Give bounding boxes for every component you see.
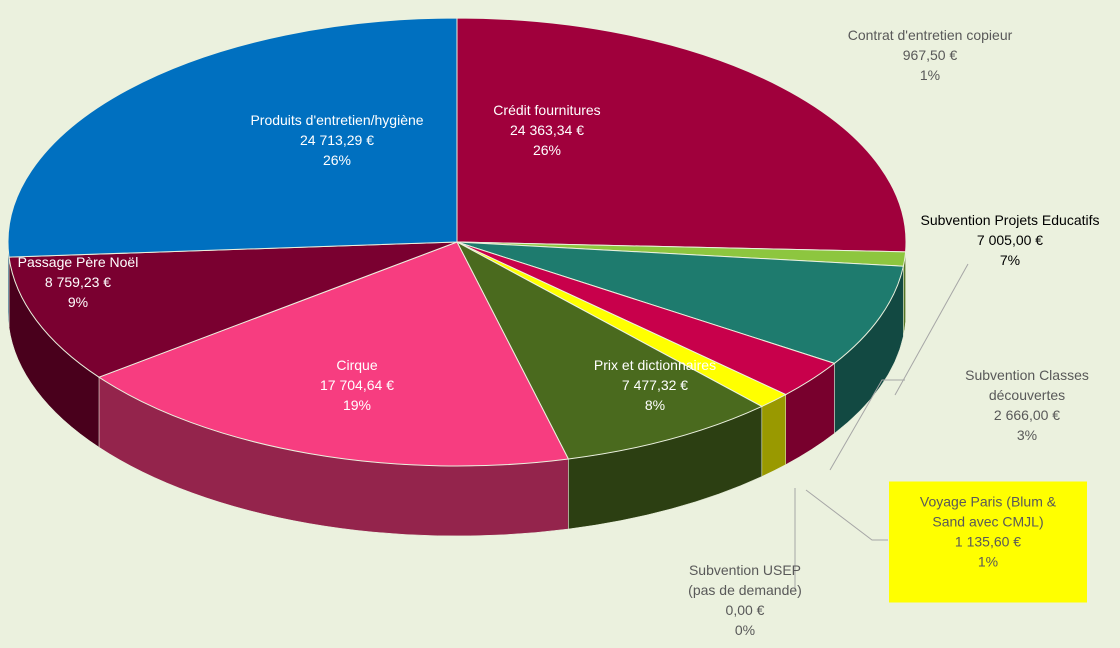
label-name: Subvention USEP (pas de demande)	[688, 562, 802, 598]
label-value: 7 005,00 €	[976, 232, 1044, 248]
label-percent: 1%	[977, 553, 999, 570]
slice-label: Produits d'entretien/hygiène 24 713,29 € 2…	[217, 110, 457, 170]
slice-label: Subvention Classes découvertes 2 666,00 €…	[952, 365, 1102, 445]
leader-line	[894, 263, 969, 396]
label-percent: 3%	[1016, 427, 1038, 443]
slice-side	[761, 394, 787, 477]
slice-label: Contrat d'entretien copieur 967,50 € 1%	[845, 25, 1015, 85]
slice-label: Passage Père Noël 8 759,23 € 9%	[0, 252, 163, 312]
slice-label: Subvention Projets Educatifs 7 005,00 € 7%	[890, 210, 1120, 270]
label-name: Cirque	[336, 357, 378, 373]
label-value: 1 135,60 €	[954, 533, 1022, 550]
label-percent: 0%	[734, 622, 756, 638]
label-percent: 26%	[322, 152, 352, 168]
label-percent: 19%	[342, 397, 372, 413]
slice	[456, 241, 904, 364]
label-name: Crédit fournitures	[493, 102, 601, 118]
slice-label: Crédit fournitures 24 363,34 € 26%	[447, 100, 647, 160]
label-percent: 7%	[999, 252, 1021, 268]
label-value: 7 477,32 €	[621, 377, 689, 393]
label-value: 8 759,23 €	[44, 274, 112, 290]
label-percent: 9%	[67, 294, 89, 310]
label-percent: 8%	[644, 397, 666, 413]
slice-label: Cirque 17 704,64 € 19%	[277, 355, 437, 415]
label-percent: 26%	[532, 142, 562, 158]
slice-label: Voyage Paris (Blum & Sand avec CMJL) 1 13…	[889, 481, 1087, 603]
label-value: 967,50 €	[902, 47, 958, 63]
slice	[8, 241, 458, 378]
slice-label: Prix et dictionnaires 7 477,32 € 8%	[565, 355, 745, 415]
leader-line	[805, 489, 888, 541]
leader-line	[829, 379, 905, 471]
label-name: Subvention Projets Educatifs	[920, 212, 1100, 228]
slice	[97, 241, 570, 467]
label-name: Prix et dictionnaires	[593, 357, 717, 373]
label-name: Subvention Classes découvertes	[965, 367, 1089, 403]
label-value: 17 704,64 €	[320, 377, 394, 393]
label-value: 24 363,34 €	[510, 122, 584, 138]
label-name: Passage Père Noël	[17, 254, 139, 270]
label-name: Produits d'entretien/hygiène	[250, 112, 424, 128]
slice	[7, 17, 458, 258]
label-value: 0,00 €	[725, 602, 765, 618]
slice-label: Subvention USEP (pas de demande) 0,00 € 0%	[675, 560, 815, 640]
slice	[455, 240, 763, 460]
slice	[456, 17, 907, 253]
label-value: 24 713,29 €	[300, 132, 374, 148]
label-name: Contrat d'entretien copieur	[847, 27, 1013, 43]
label-name: Voyage Paris (Blum & Sand avec CMJL)	[919, 493, 1057, 530]
label-value: 2 666,00 €	[993, 407, 1061, 423]
label-percent: 1%	[919, 67, 941, 83]
